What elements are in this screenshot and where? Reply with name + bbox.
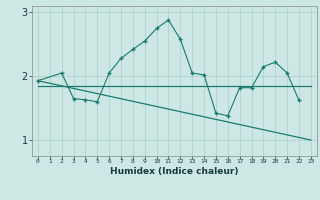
X-axis label: Humidex (Indice chaleur): Humidex (Indice chaleur)	[110, 167, 239, 176]
